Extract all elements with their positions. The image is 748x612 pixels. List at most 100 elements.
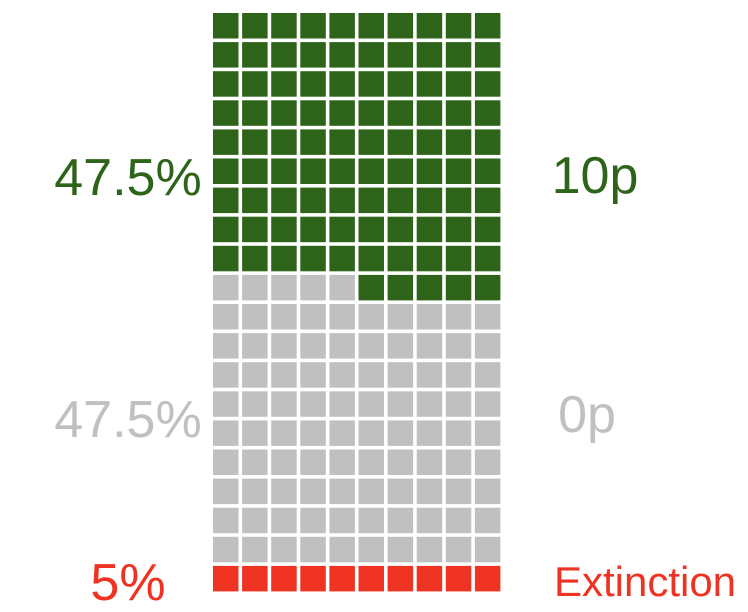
waffle-cell: [213, 536, 239, 563]
waffle-cell: [300, 362, 326, 388]
waffle-cell: [300, 420, 326, 446]
waffle-cell: [474, 362, 501, 388]
waffle-cell: [387, 536, 414, 563]
waffle-cell: [387, 187, 414, 214]
waffle-cell: [213, 187, 239, 214]
waffle-cell: [242, 449, 268, 475]
waffle-cell: [474, 42, 501, 68]
waffle-cell: [329, 245, 355, 272]
waffle-cell: [242, 333, 268, 359]
waffle-cell: [358, 216, 384, 243]
waffle-cell: [445, 391, 472, 417]
waffle-cell: [271, 129, 297, 155]
waffle-cells: [213, 13, 501, 592]
waffle-cell: [358, 158, 384, 184]
waffle-cell: [416, 449, 443, 475]
waffle-cell: [300, 391, 326, 417]
waffle-cell: [271, 71, 297, 97]
waffle-cell: [416, 507, 443, 534]
waffle-cell: [271, 13, 297, 39]
waffle-cell: [416, 478, 443, 505]
waffle-cell: [213, 100, 239, 126]
waffle-cell: [474, 478, 501, 505]
waffle-cell: [416, 565, 443, 592]
waffle-cell: [416, 42, 443, 68]
waffle-cell: [474, 71, 501, 97]
waffle-cell: [387, 362, 414, 388]
waffle-cell: [300, 13, 326, 39]
waffle-cell: [416, 129, 443, 155]
waffle-cell: [329, 274, 355, 301]
waffle-cell: [358, 420, 384, 446]
waffle-cell: [445, 536, 472, 563]
waffle-cell: [416, 536, 443, 563]
waffle-cell: [242, 158, 268, 184]
waffle-cell: [300, 129, 326, 155]
waffle-cell: [329, 158, 355, 184]
waffle-cell: [416, 391, 443, 417]
waffle-cell: [387, 42, 414, 68]
waffle-cell: [474, 158, 501, 184]
waffle-cell: [329, 333, 355, 359]
waffle-cell: [213, 333, 239, 359]
waffle-cell: [387, 507, 414, 534]
waffle-cell: [271, 449, 297, 475]
waffle-cell: [387, 216, 414, 243]
waffle-cell: [329, 420, 355, 446]
waffle-cell: [242, 13, 268, 39]
waffle-cell: [213, 245, 239, 272]
waffle-cell: [300, 245, 326, 272]
waffle-cell: [358, 536, 384, 563]
waffle-cell: [445, 304, 472, 330]
waffle-cell: [387, 304, 414, 330]
percent-label-good: 47.5%: [54, 149, 201, 207]
waffle-cell: [329, 187, 355, 214]
waffle-cell: [474, 565, 501, 592]
waffle-cell: [416, 158, 443, 184]
waffle-cell: [242, 304, 268, 330]
outcome-label-extinction: Extinction: [554, 558, 736, 605]
waffle-cell: [271, 304, 297, 330]
waffle-cell: [329, 449, 355, 475]
waffle-cell: [213, 391, 239, 417]
waffle-cell: [271, 158, 297, 184]
waffle-cell: [329, 13, 355, 39]
waffle-cell: [242, 42, 268, 68]
waffle-cell: [242, 216, 268, 243]
waffle-cell: [300, 449, 326, 475]
waffle-cell: [300, 274, 326, 301]
waffle-cell: [387, 274, 414, 301]
waffle-cell: [242, 100, 268, 126]
waffle-cell: [387, 71, 414, 97]
waffle-cell: [445, 216, 472, 243]
waffle-cell: [445, 420, 472, 446]
waffle-cell: [358, 42, 384, 68]
waffle-cell: [445, 158, 472, 184]
waffle-cell: [329, 100, 355, 126]
waffle-cell: [242, 245, 268, 272]
waffle-cell: [416, 13, 443, 39]
waffle-cell: [387, 245, 414, 272]
outcome-label-good: 10p: [552, 147, 639, 205]
waffle-cell: [300, 333, 326, 359]
waffle-cell: [271, 420, 297, 446]
waffle-cell: [329, 391, 355, 417]
waffle-cell: [271, 216, 297, 243]
waffle-cell: [416, 274, 443, 301]
waffle-cell: [474, 13, 501, 39]
waffle-cell: [474, 420, 501, 446]
waffle-cell: [271, 478, 297, 505]
waffle-cell: [416, 304, 443, 330]
waffle-cell: [358, 187, 384, 214]
waffle-cell: [358, 333, 384, 359]
waffle-cell: [213, 304, 239, 330]
waffle-cell: [213, 274, 239, 301]
waffle-cell: [387, 420, 414, 446]
waffle-cell: [300, 216, 326, 243]
waffle-cell: [300, 100, 326, 126]
waffle-cell: [329, 478, 355, 505]
waffle-cell: [300, 478, 326, 505]
waffle-cell: [358, 274, 384, 301]
waffle-cell: [358, 391, 384, 417]
waffle-cell: [242, 274, 268, 301]
